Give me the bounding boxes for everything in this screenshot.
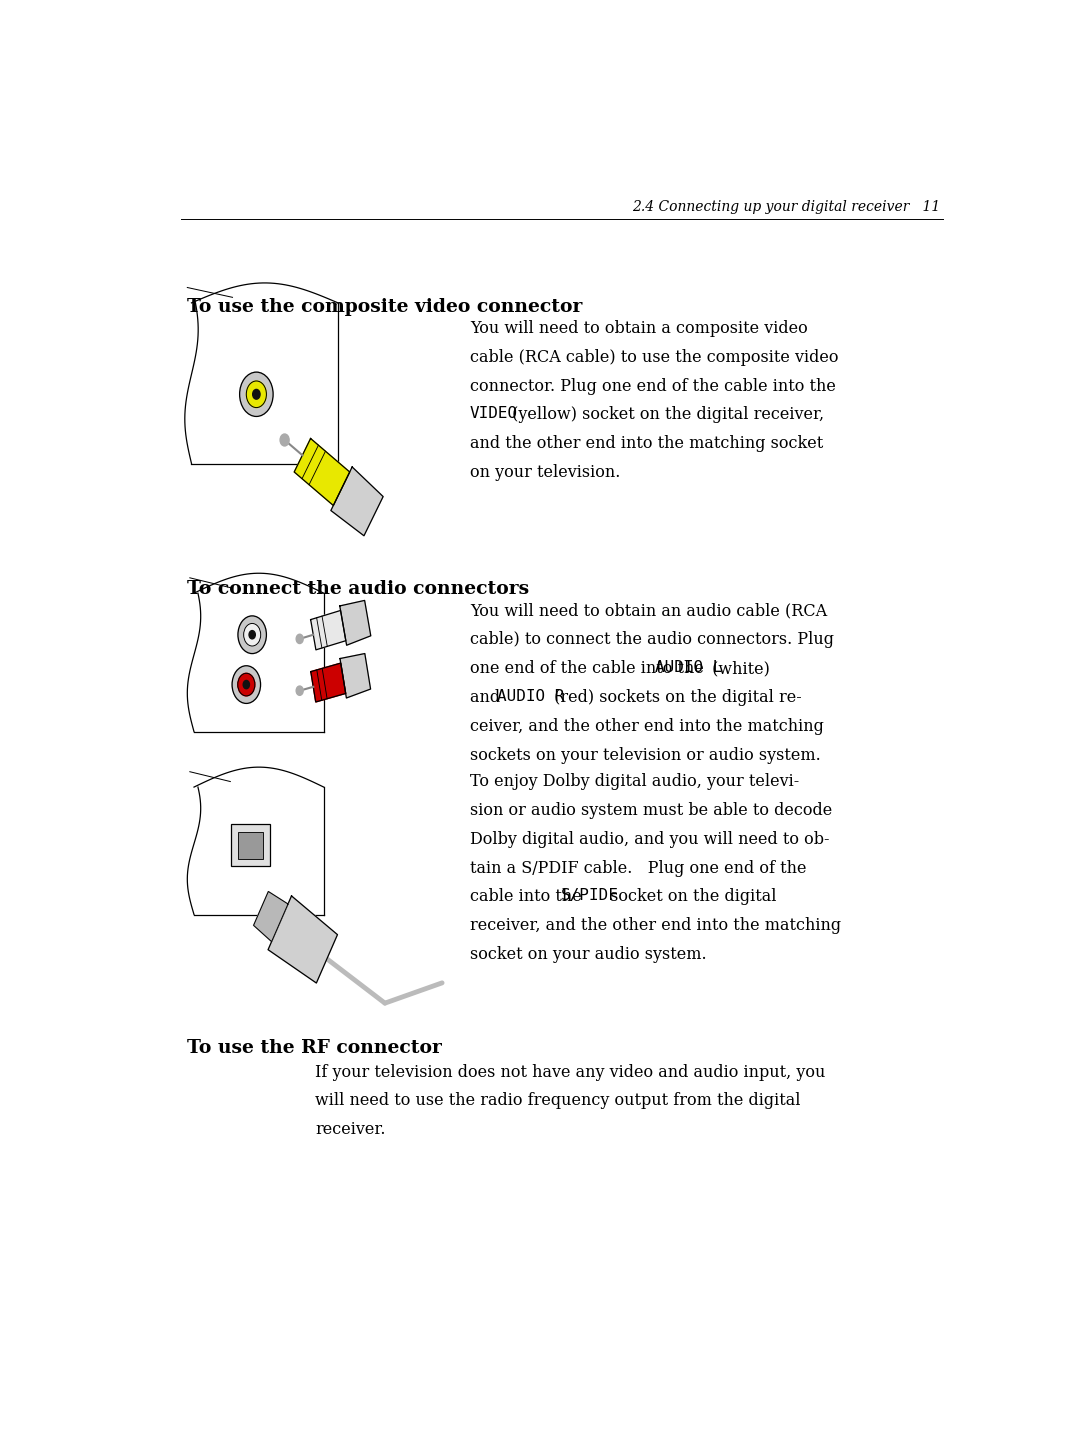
Polygon shape <box>330 468 383 535</box>
Circle shape <box>244 623 260 646</box>
Text: connector. Plug one end of the cable into the: connector. Plug one end of the cable int… <box>470 377 836 394</box>
Circle shape <box>280 435 289 446</box>
Circle shape <box>232 666 260 704</box>
Text: AUDIO L: AUDIO L <box>656 661 723 675</box>
Text: sockets on your television or audio system.: sockets on your television or audio syst… <box>470 747 821 764</box>
Text: sion or audio system must be able to decode: sion or audio system must be able to dec… <box>470 802 832 819</box>
Text: cable (RCA cable) to use the composite video: cable (RCA cable) to use the composite v… <box>470 348 838 366</box>
Text: S/PIDF: S/PIDF <box>561 888 618 904</box>
Text: one end of the cable into the: one end of the cable into the <box>470 661 708 678</box>
Text: and the other end into the matching socket: and the other end into the matching sock… <box>470 435 823 452</box>
Text: tain a S/PDIF cable.   Plug one end of the: tain a S/PDIF cable. Plug one end of the <box>470 859 807 876</box>
Text: To use the composite video connector: To use the composite video connector <box>187 298 582 317</box>
Text: and: and <box>470 689 505 707</box>
Text: on your television.: on your television. <box>470 465 620 481</box>
Text: To enjoy Dolby digital audio, your televi-: To enjoy Dolby digital audio, your telev… <box>470 773 799 790</box>
Text: (yellow) socket on the digital receiver,: (yellow) socket on the digital receiver, <box>508 406 824 423</box>
Polygon shape <box>294 439 350 505</box>
Text: cable into the: cable into the <box>470 888 586 905</box>
Text: 2.4 Connecting up your digital receiver   11: 2.4 Connecting up your digital receiver … <box>632 200 941 213</box>
Polygon shape <box>311 610 346 650</box>
Circle shape <box>249 630 255 639</box>
Circle shape <box>246 381 267 407</box>
Polygon shape <box>340 600 370 645</box>
Text: receiver.: receiver. <box>315 1121 386 1138</box>
Text: (white): (white) <box>707 661 770 678</box>
Text: You will need to obtain an audio cable (RCA: You will need to obtain an audio cable (… <box>470 603 827 620</box>
Text: will need to use the radio frequency output from the digital: will need to use the radio frequency out… <box>315 1092 800 1109</box>
Text: socket on your audio system.: socket on your audio system. <box>470 945 706 963</box>
Polygon shape <box>340 653 370 698</box>
FancyBboxPatch shape <box>231 825 270 866</box>
Text: AUDIO R: AUDIO R <box>497 689 565 704</box>
Circle shape <box>238 673 255 696</box>
Text: If your television does not have any video and audio input, you: If your television does not have any vid… <box>315 1063 825 1081</box>
Polygon shape <box>268 896 337 983</box>
Text: VIDEO: VIDEO <box>470 406 518 422</box>
Text: ceiver, and the other end into the matching: ceiver, and the other end into the match… <box>470 718 824 735</box>
Circle shape <box>240 373 273 416</box>
Circle shape <box>243 681 249 689</box>
Text: To use the RF connector: To use the RF connector <box>187 1039 442 1058</box>
Text: socket on the digital: socket on the digital <box>605 888 777 905</box>
Text: You will need to obtain a composite video: You will need to obtain a composite vide… <box>470 319 808 337</box>
Text: Dolby digital audio, and you will need to ob-: Dolby digital audio, and you will need t… <box>470 830 829 848</box>
Polygon shape <box>311 663 346 702</box>
Text: (red) sockets on the digital re-: (red) sockets on the digital re- <box>550 689 802 707</box>
Circle shape <box>296 635 303 643</box>
Text: receiver, and the other end into the matching: receiver, and the other end into the mat… <box>470 917 841 934</box>
Polygon shape <box>254 892 288 941</box>
Text: To connect the audio connectors: To connect the audio connectors <box>187 580 529 599</box>
Circle shape <box>296 686 303 695</box>
FancyBboxPatch shape <box>238 832 264 859</box>
Circle shape <box>238 616 267 653</box>
Text: cable) to connect the audio connectors. Plug: cable) to connect the audio connectors. … <box>470 632 834 649</box>
Circle shape <box>253 390 260 399</box>
